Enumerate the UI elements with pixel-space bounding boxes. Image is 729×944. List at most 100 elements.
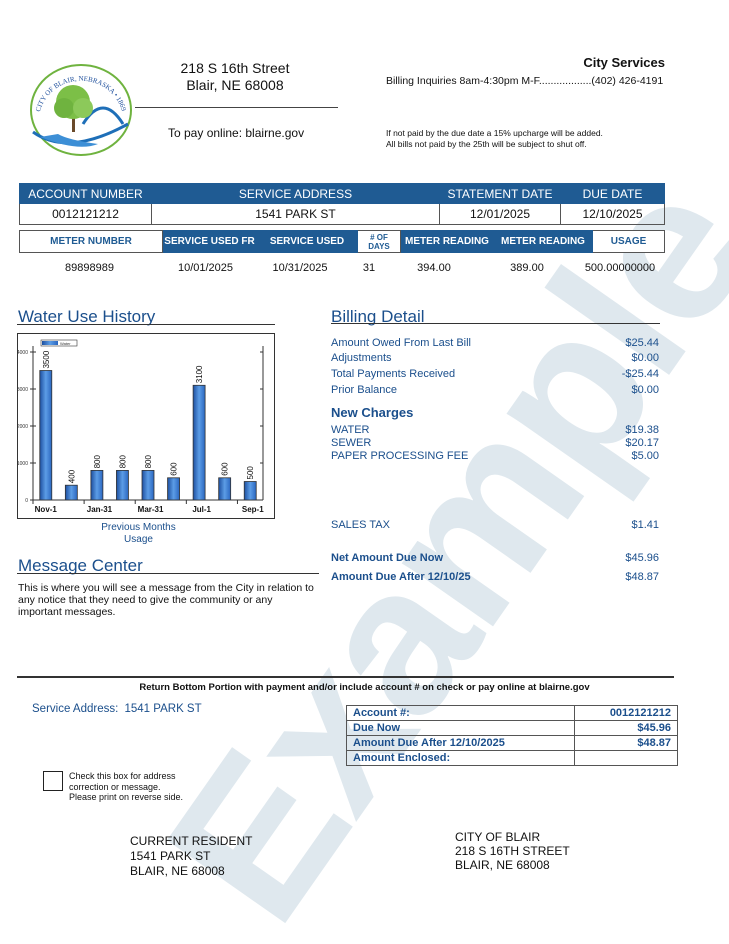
billing-label: SEWER — [331, 437, 372, 449]
new-charges-title: New Charges — [331, 405, 414, 420]
bar — [116, 469, 129, 501]
statement-date: 12/01/2025 — [439, 203, 561, 225]
header-days: # OF DAYS — [357, 230, 401, 253]
sales-tax-row: SALES TAX $1.41 — [331, 519, 659, 531]
water-use-chart: 0 1000 2000 3000 4000 3500 400 800 800 800 600 3100… — [17, 333, 275, 519]
billing-row: Prior Balance $0.00 — [331, 384, 659, 396]
billing-value: $19.38 — [625, 424, 659, 436]
billing-value: $25.44 — [625, 337, 659, 349]
y-tick-label: 4000 — [17, 350, 28, 356]
checkbox-label: Check this box for address correction or… — [69, 771, 184, 802]
divider — [17, 324, 275, 325]
meter-table: METER NUMBER SERVICE USED FR SERVICE USE… — [19, 230, 665, 253]
service-from: 10/01/2025 — [177, 262, 234, 274]
stub-row: Account #: 0012121212 — [345, 705, 678, 721]
y-tick-label: 0 — [25, 498, 28, 504]
stub-service-address: Service Address: 1541 PARK ST — [32, 703, 202, 715]
billing-row: Amount Owed From Last Bill $25.44 — [331, 337, 659, 349]
legend-label: Water — [60, 341, 71, 346]
x-tick-label: Mar-31 — [138, 505, 164, 514]
x-tick-label: Sep-1 — [242, 505, 264, 514]
stub-label: Due Now — [345, 720, 576, 736]
billing-label: WATER — [331, 424, 370, 436]
remit-address: CITY OF BLAIR 218 S 16TH STREET BLAIR, N… — [455, 830, 570, 872]
divider — [331, 323, 660, 324]
message-text: This is where you will see a message fro… — [18, 582, 314, 618]
stub-label: Amount Due After 12/10/2025 — [345, 735, 576, 751]
billing-label: SALES TAX — [331, 519, 390, 531]
stub-value: $45.96 — [574, 720, 678, 736]
header-meter-reading-1: METER READING — [400, 230, 494, 253]
bar — [192, 384, 206, 501]
city-seal-logo: CITY OF BLAIR, NEBRASKA • 1869 — [30, 64, 132, 156]
payment-stub-table: Account #: 0012121212 Due Now $45.96 Amount … — [345, 705, 678, 766]
billing-value: -$25.44 — [621, 368, 659, 380]
billing-label: Amount Owed From Last Bill — [331, 337, 471, 349]
address-correction-checkbox[interactable] — [43, 771, 63, 791]
billing-row: Total Payments Received -$25.44 — [331, 368, 659, 380]
net-amount-due-row: Net Amount Due Now $45.96 — [331, 552, 659, 564]
y-tick-label: 3000 — [17, 387, 28, 393]
divider — [17, 573, 319, 574]
billing-value: $20.17 — [625, 437, 659, 449]
header-meter-number: METER NUMBER — [19, 230, 163, 253]
billing-inquiries: Billing Inquiries 8am-4:30pm M-F........… — [386, 75, 664, 87]
recipient-address: CURRENT RESIDENT 1541 PARK ST BLAIR, NE … — [130, 834, 253, 878]
charge-row: PAPER PROCESSING FEE $5.00 — [331, 450, 659, 462]
bar-data-label: 600 — [221, 462, 230, 476]
bar-data-label: 400 — [67, 469, 76, 483]
billing-value: $1.41 — [631, 519, 659, 531]
days: 31 — [362, 262, 376, 274]
billing-label: Total Payments Received — [331, 368, 456, 380]
city-services-title: City Services — [583, 55, 665, 70]
header-meter-reading-2: METER READING — [493, 230, 593, 253]
account-table: ACCOUNT NUMBER SERVICE ADDRESS STATEMENT… — [19, 183, 665, 225]
meter-reading-1: 394.00 — [417, 262, 451, 274]
account-number: 0012121212 — [19, 203, 152, 225]
header-service-used-to: SERVICE USED — [256, 230, 358, 253]
bar-data-label: 3500 — [42, 350, 51, 368]
bar-data-label: 600 — [170, 462, 179, 476]
billing-value: $0.00 — [631, 352, 659, 364]
meter-reading-2: 389.00 — [510, 262, 544, 274]
meter-number: 89898989 — [65, 262, 114, 274]
header-account-number: ACCOUNT NUMBER — [19, 183, 152, 204]
legend-swatch — [42, 341, 58, 345]
x-tick-label: Jan-31 — [87, 505, 113, 514]
billing-value: $45.96 — [625, 552, 659, 564]
bar-data-label: 500 — [246, 466, 255, 480]
service-address: 1541 PARK ST — [151, 203, 440, 225]
bar-data-label: 800 — [144, 455, 153, 469]
charge-row: SEWER $20.17 — [331, 437, 659, 449]
header-service-address: SERVICE ADDRESS — [151, 183, 440, 204]
header-statement-date: STATEMENT DATE — [439, 183, 561, 204]
stub-row: Amount Enclosed: — [345, 750, 678, 766]
stub-row: Amount Due After 12/10/2025 $48.87 — [345, 735, 678, 751]
bar-data-label: 3100 — [195, 365, 204, 383]
return-note: Return Bottom Portion with payment and/o… — [139, 682, 590, 693]
bar-data-label: 800 — [93, 455, 102, 469]
divider — [135, 107, 338, 108]
stub-row: Due Now $45.96 — [345, 720, 678, 736]
bar — [218, 477, 232, 501]
header-service-used-from: SERVICE USED FR — [162, 230, 257, 253]
bar — [39, 370, 53, 501]
bar — [90, 469, 104, 501]
usage: 500.00000000 — [584, 262, 656, 274]
bar — [243, 481, 257, 501]
header-usage: USAGE — [592, 230, 665, 253]
billing-label: Prior Balance — [331, 384, 398, 396]
stub-value[interactable] — [574, 750, 678, 766]
chart-caption: Previous Months Usage — [101, 522, 176, 545]
y-tick-label: 2000 — [17, 424, 28, 430]
billing-label: Adjustments — [331, 352, 392, 364]
stub-value: 0012121212 — [574, 705, 678, 721]
y-tick-label: 1000 — [17, 461, 28, 467]
billing-value: $5.00 — [631, 450, 659, 462]
billing-label: PAPER PROCESSING FEE — [331, 450, 469, 462]
header-due-date: DUE DATE — [560, 183, 665, 204]
legend-box — [40, 339, 78, 347]
pay-online-text: To pay online: blairne.gov — [168, 126, 305, 140]
due-date: 12/10/2025 — [560, 203, 665, 225]
